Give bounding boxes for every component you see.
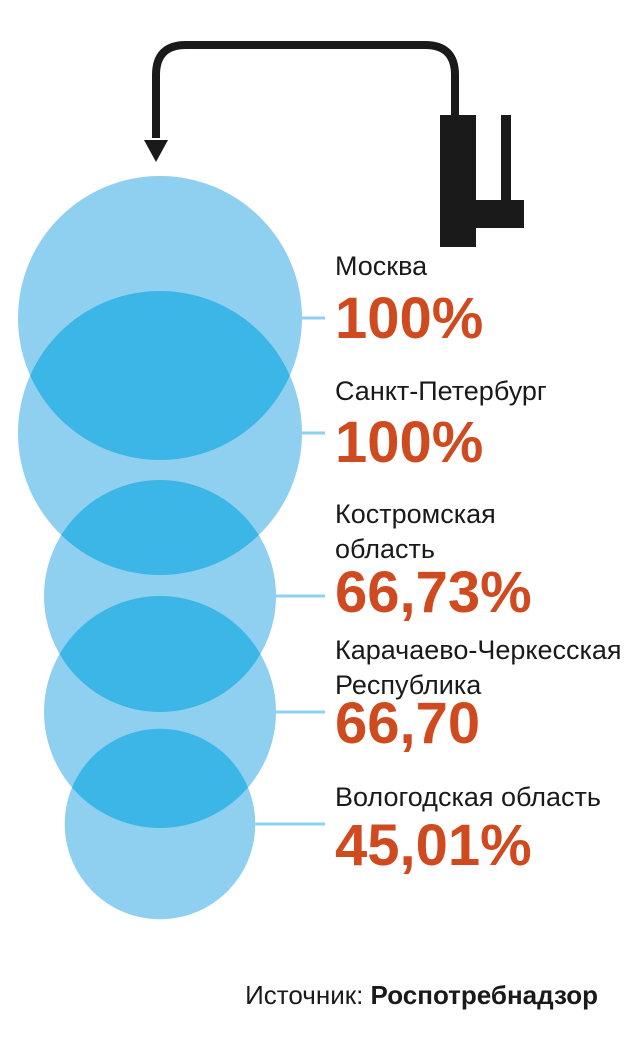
value-label-2: 100% — [335, 410, 483, 475]
region-label-2: Санкт-Петербург — [335, 376, 547, 406]
faucet-icon — [144, 41, 524, 247]
region-label-1: Москва — [335, 251, 428, 281]
bubble-overlap-2 — [44, 480, 276, 575]
bubble-overlap-4 — [64, 728, 256, 828]
bubble-overlap-1 — [18, 291, 302, 460]
region-label-5: Вологодская область — [335, 782, 601, 812]
source-name: Роспотребнадзор — [370, 980, 598, 1010]
value-label-3: 66,73% — [335, 560, 532, 625]
value-label-5: 45,01% — [335, 813, 532, 878]
region-label-3: Костромская область — [335, 499, 496, 564]
value-label-1: 100% — [335, 286, 483, 351]
source-note: Источник: Роспотребнадзор — [245, 980, 598, 1011]
region-label-4: Карачаево-Черкесская Республика — [335, 635, 622, 700]
value-label-4: 66,70 — [335, 691, 480, 756]
bubble-overlap-3 — [44, 596, 276, 712]
source-label: Источник: — [245, 980, 364, 1010]
